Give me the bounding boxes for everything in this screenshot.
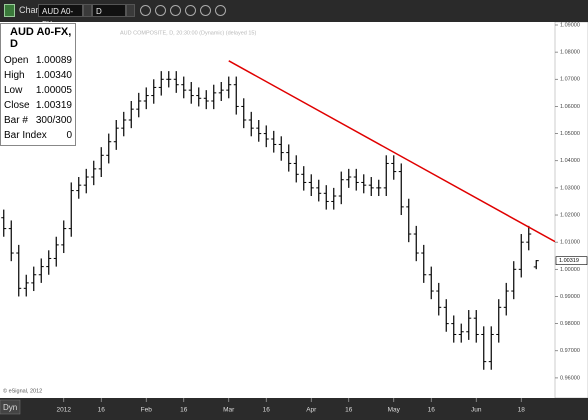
y-tick-label: 1.02000 xyxy=(560,212,580,218)
toolbar: Chart AUD A0-FX D xyxy=(0,0,588,29)
plot-area xyxy=(0,22,555,398)
tool-icon[interactable] xyxy=(200,5,211,16)
info-label: Close xyxy=(4,100,30,111)
tool-icon[interactable] xyxy=(140,5,151,16)
y-tick-label: 1.06000 xyxy=(560,104,580,110)
x-tick-label: 16 xyxy=(180,407,188,414)
chart-subtitle: AUD COMPOSITE, D, 20:30:00 (Dynamic) (de… xyxy=(120,30,256,36)
y-tick-label: 1.04000 xyxy=(560,158,580,164)
info-value: 1.00340 xyxy=(35,70,72,81)
info-row: High 1.00340 xyxy=(4,68,72,83)
tool-icon[interactable] xyxy=(215,5,226,16)
x-tick-label: Apr xyxy=(306,407,317,414)
x-tick-label: 18 xyxy=(518,407,526,414)
symbol-dropdown[interactable] xyxy=(83,4,92,17)
y-tick-label: 1.03000 xyxy=(560,185,580,191)
x-tick-label: 16 xyxy=(345,407,353,414)
y-tick-label: 0.99000 xyxy=(560,294,580,300)
info-row: Low 1.00005 xyxy=(4,83,72,98)
info-row: Bar Index 0 xyxy=(4,128,72,143)
info-rows: Open 1.00089 High 1.00340 Low 1.00005 Close 1.0… xyxy=(4,53,72,143)
y-tick-label: 1.05000 xyxy=(560,131,580,137)
y-axis-area xyxy=(554,22,588,399)
x-tick-label: 16 xyxy=(98,407,106,414)
tool-icon[interactable] xyxy=(170,5,181,16)
y-tick-label: 1.07000 xyxy=(560,77,580,83)
info-value: 300/300 xyxy=(35,115,72,126)
info-label: High xyxy=(4,70,25,81)
info-label: Open xyxy=(4,55,29,66)
y-tick-label: 0.97000 xyxy=(560,348,580,354)
tool-icon[interactable] xyxy=(185,5,196,16)
info-panel: AUD A0-FX, D Open 1.00089 High 1.00340 Low 1.… xyxy=(0,23,76,146)
interval-field[interactable]: D xyxy=(92,4,126,17)
x-axis-area xyxy=(0,398,588,420)
x-tick-label: 16 xyxy=(428,407,436,414)
y-tick-label: 1.01000 xyxy=(560,240,580,246)
price-marker xyxy=(555,256,588,265)
y-tick-label: 1.08000 xyxy=(560,50,580,56)
info-label: Bar # xyxy=(4,115,28,126)
copyright: © eSignal, 2012 xyxy=(3,387,42,394)
x-tick-label: Feb xyxy=(141,407,153,414)
y-tick-label: 1.09000 xyxy=(560,22,580,28)
info-row: Bar # 300/300 xyxy=(4,113,72,128)
symbol-field[interactable]: AUD A0-FX xyxy=(38,4,83,29)
info-row: Close 1.00319 xyxy=(4,98,72,113)
info-title: AUD A0-FX, D xyxy=(10,26,72,50)
y-tick-label: 0.96000 xyxy=(560,375,580,381)
info-value: 0 xyxy=(66,130,72,141)
info-value: 1.00089 xyxy=(35,55,72,66)
status-text: Dyn xyxy=(3,403,17,412)
trendline xyxy=(228,60,555,243)
info-row: Open 1.00089 xyxy=(4,53,72,68)
y-tick-label: 1.00000 xyxy=(560,267,580,273)
y-tick-label: 0.98000 xyxy=(560,321,580,327)
info-label: Low xyxy=(4,85,23,96)
price-marker-label: 1.00319 xyxy=(559,258,579,264)
bars xyxy=(1,71,539,370)
app-icon xyxy=(4,4,15,17)
x-tick-label: Mar xyxy=(223,407,235,414)
x-tick-label: May xyxy=(388,407,401,414)
info-value: 1.00319 xyxy=(35,100,72,111)
tool-icon[interactable] xyxy=(155,5,166,16)
info-label: Bar Index xyxy=(4,130,47,141)
status-box[interactable] xyxy=(0,399,21,415)
chart: Dyn AUD COMPOSITE, D, 20:30:00 (Dynamic)… xyxy=(0,22,588,420)
x-tick-label: Jun xyxy=(471,407,482,414)
window-title: Chart xyxy=(19,5,42,15)
info-value: 1.00005 xyxy=(35,85,72,96)
x-tick-label: 16 xyxy=(263,407,271,414)
interval-dropdown[interactable] xyxy=(126,4,135,17)
x-tick-label: 2012 xyxy=(57,407,72,414)
